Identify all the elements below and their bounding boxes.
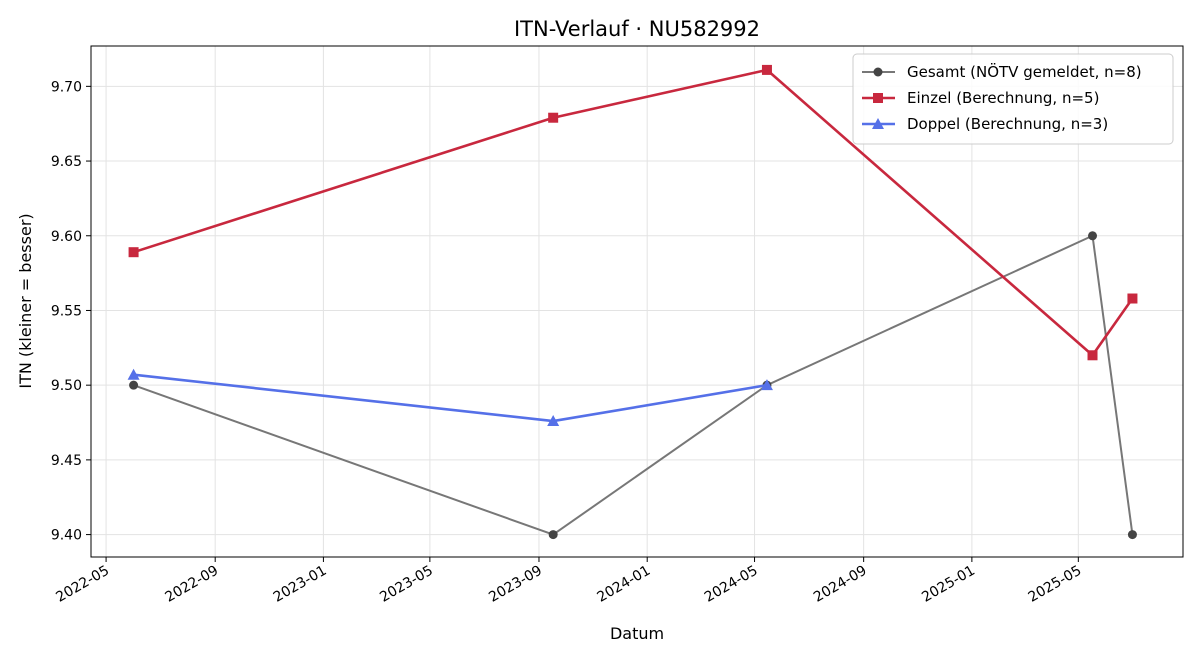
data-point-triangle bbox=[127, 368, 140, 380]
data-point-square bbox=[1127, 293, 1138, 304]
series-1 bbox=[128, 64, 1138, 361]
x-axis-label: Datum bbox=[610, 624, 664, 643]
legend-box bbox=[852, 53, 1174, 145]
y-tick-label: 9.55 bbox=[51, 303, 82, 319]
data-point-circle bbox=[873, 67, 883, 77]
data-point-square bbox=[761, 64, 772, 75]
series-2 bbox=[127, 368, 773, 427]
chart-title: ITN-Verlauf · NU582992 bbox=[514, 17, 760, 41]
y-axis-label: ITN (kleiner = besser) bbox=[16, 213, 35, 388]
y-tick-label: 9.65 bbox=[51, 154, 82, 170]
legend-label: Einzel (Berechnung, n=5) bbox=[907, 89, 1099, 107]
data-point-square bbox=[548, 112, 559, 123]
y-tick-label: 9.70 bbox=[51, 79, 82, 95]
y-tick-label: 9.45 bbox=[51, 453, 82, 469]
data-point-square bbox=[873, 93, 883, 103]
data-point-circle bbox=[129, 380, 139, 390]
data-point-square bbox=[128, 247, 139, 258]
data-point-circle bbox=[1088, 231, 1098, 241]
data-point-circle bbox=[1127, 530, 1137, 540]
data-point-square bbox=[1087, 350, 1098, 361]
legend-label: Doppel (Berechnung, n=3) bbox=[907, 115, 1108, 133]
data-point-triangle bbox=[872, 118, 884, 129]
y-tick-label: 9.60 bbox=[51, 229, 82, 245]
y-tick-label: 9.50 bbox=[51, 378, 82, 394]
data-point-triangle bbox=[760, 379, 773, 391]
plot-frame bbox=[90, 45, 1184, 558]
data-point-circle bbox=[548, 530, 558, 540]
series-layer bbox=[127, 64, 1138, 540]
legend: Gesamt (NÖTV gemeldet, n=8) Einzel (Berec… bbox=[852, 53, 1174, 145]
y-tick-label: 9.40 bbox=[51, 528, 82, 544]
legend-label: Gesamt (NÖTV gemeldet, n=8) bbox=[907, 62, 1142, 81]
data-point-triangle bbox=[547, 415, 560, 427]
